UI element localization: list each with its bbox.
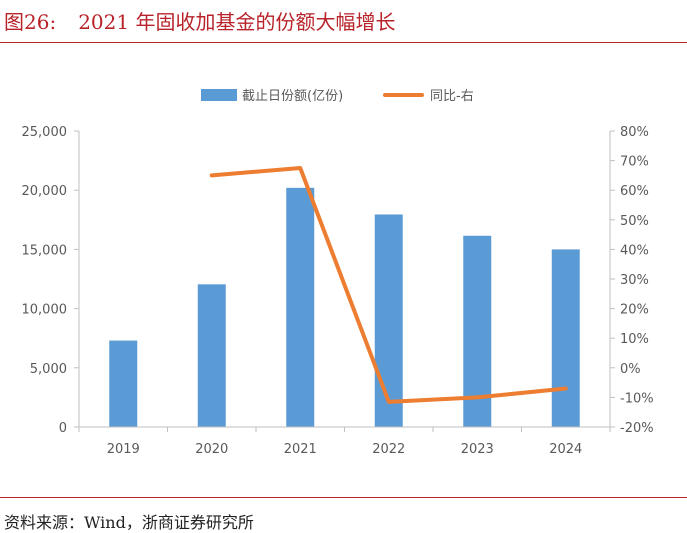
right-tick-label: 0%: [620, 362, 641, 377]
right-tick-label: -10%: [620, 391, 654, 406]
left-tick-label: 5,000: [30, 362, 67, 377]
x-tick-label: 2020: [195, 442, 228, 457]
left-tick-label: 25,000: [22, 125, 68, 140]
bar-2024: [552, 249, 580, 427]
bar-2020: [198, 284, 226, 427]
left-tick-label: 20,000: [22, 184, 68, 199]
right-tick-label: 80%: [620, 125, 649, 140]
right-tick-label: 60%: [620, 184, 649, 199]
right-tick-label: 40%: [620, 243, 649, 258]
right-tick-label: 10%: [620, 332, 649, 347]
legend-line-label: 同比-右: [430, 89, 474, 104]
right-tick-label: 50%: [620, 214, 649, 229]
bar-series: [109, 188, 580, 427]
bar-2019: [109, 341, 137, 427]
right-tick-label: -20%: [620, 421, 654, 436]
legend-bar-swatch: [201, 89, 237, 101]
x-tick-label: 2024: [549, 442, 582, 457]
x-tick-label: 2021: [284, 442, 317, 457]
x-tick-label: 2022: [372, 442, 405, 457]
left-tick-label: 0: [59, 421, 67, 436]
right-tick-label: 70%: [620, 155, 649, 170]
legend: 截止日份额(亿份) 同比-右: [201, 89, 474, 104]
bar-2021: [286, 188, 314, 427]
legend-bar-label: 截止日份额(亿份): [242, 89, 343, 104]
x-tick-label: 2023: [461, 442, 494, 457]
left-tick-label: 15,000: [22, 243, 68, 258]
source-note: 资料来源：Wind，浙商证券研究所: [4, 509, 254, 533]
source-rule: [0, 497, 687, 498]
bar-2022: [375, 214, 403, 427]
right-tick-label: 30%: [620, 273, 649, 288]
left-tick-label: 10,000: [22, 303, 68, 318]
right-tick-label: 20%: [620, 303, 649, 318]
x-tick-label: 2019: [107, 442, 140, 457]
